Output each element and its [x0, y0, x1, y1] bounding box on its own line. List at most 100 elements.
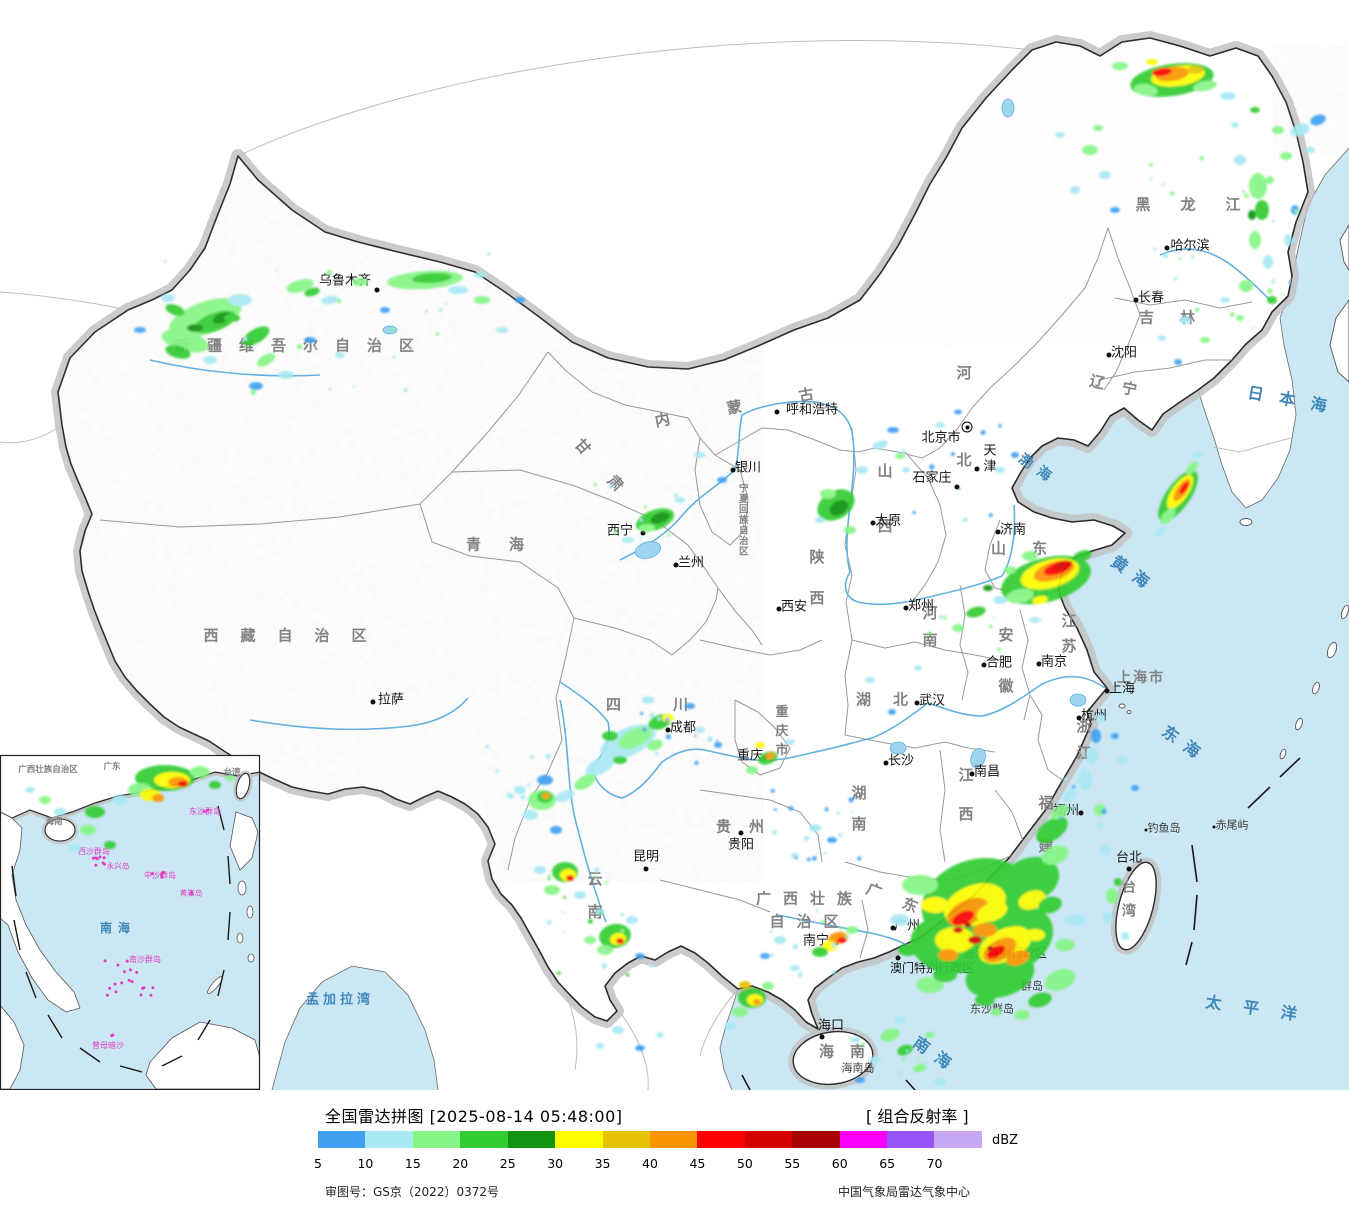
map-approval-number: 审图号：GS京（2022）0372号: [325, 1185, 499, 1199]
province-label: 湖北: [855, 690, 931, 709]
dbz-scale-value: 45: [689, 1156, 706, 1171]
dbz-scale-value: 60: [831, 1156, 848, 1171]
city-label: 太原: [874, 513, 902, 529]
city-label: 杭州: [1080, 708, 1108, 724]
dbz-color-segment: [602, 1131, 650, 1148]
city-label: 北京市: [921, 430, 961, 446]
inset-label: 南海: [99, 921, 137, 935]
city-marker-dot: [914, 700, 920, 706]
city-marker-dot: [819, 1034, 825, 1040]
province-label: 四川: [605, 695, 741, 714]
island-dot: [98, 855, 102, 859]
island-dot: [151, 986, 155, 990]
city-label: 南京: [1040, 654, 1068, 670]
city-marker-dot: [1212, 825, 1216, 829]
island-dot: [135, 970, 139, 974]
city-label: 沈阳: [1110, 345, 1138, 361]
inset-hainan: [44, 818, 76, 842]
city-label: 西宁: [606, 523, 634, 539]
city-marker-dot: [643, 866, 649, 872]
city-label: 贵阳: [727, 837, 755, 853]
dbz-scale-value: 10: [357, 1156, 374, 1171]
city-marker-dot: [1078, 810, 1084, 816]
city-label: 乌鲁木齐: [318, 273, 372, 289]
city-marker-dot: [1133, 297, 1139, 303]
island-dot: [110, 1034, 114, 1038]
inset-label: 黄岩岛: [179, 888, 203, 898]
sea-layer: [271, 147, 1349, 1091]
inset-label: 南沙群岛: [129, 955, 161, 964]
dbz-unit-label: dBZ: [992, 1133, 1019, 1148]
province-label: 云南: [585, 871, 604, 937]
city-label: 成都: [669, 720, 697, 736]
inset-label: 广西壮族自治区: [18, 764, 78, 775]
city-marker-dot: [870, 520, 876, 526]
island-dot: [91, 856, 95, 860]
sea-label: 东海: [1158, 721, 1213, 768]
dbz-color-segment: [887, 1131, 935, 1148]
dbz-color-segment: [507, 1131, 556, 1148]
dbz-scale-value: 15: [404, 1156, 421, 1171]
city-label: 呼和浩特: [785, 402, 839, 418]
legend-panel: 全国雷达拼图 [2025-08-14 05:48:00] [ 组合反射率 ] d…: [0, 1090, 1349, 1208]
dbz-scale-value: 35: [594, 1156, 611, 1171]
island-dot: [160, 875, 164, 879]
city-label: 广州: [893, 918, 921, 934]
sea-label: 南海: [909, 1032, 964, 1079]
island-dot: [125, 959, 129, 963]
province-label: 内蒙古: [653, 374, 873, 431]
city-marker-dot: [1036, 661, 1042, 667]
city-marker-dot: [883, 760, 889, 766]
capital-marker: [961, 421, 973, 433]
province-label: 重庆市: [772, 704, 788, 762]
city-marker-dot: [738, 830, 744, 836]
inset-label: 西沙群岛: [78, 847, 110, 856]
province-label: 辽宁: [1087, 371, 1157, 404]
island-dot: [122, 970, 126, 974]
dbz-scale-value: 5: [314, 1156, 322, 1171]
inset-map: [0, 754, 261, 1091]
dbz-color-segment: [839, 1131, 888, 1148]
city-label: 南昌: [973, 764, 1001, 780]
dbz-color-segment: [318, 1131, 366, 1148]
inset-island-dots: [91, 808, 210, 1038]
province-label: 山西: [875, 463, 894, 573]
sea-label: 渤海: [1015, 450, 1061, 490]
province-label: 湖南: [849, 785, 868, 847]
province-label: 上海市: [1117, 670, 1165, 686]
island-dot: [102, 856, 106, 860]
city-label: 济南: [999, 522, 1027, 538]
city-label: 兰州: [677, 555, 705, 571]
city-label: 昆明: [632, 849, 660, 865]
city-marker-dot: [665, 727, 671, 733]
city-label: 长春: [1137, 290, 1165, 306]
dbz-color-segment: [697, 1131, 745, 1148]
city-marker-dot: [890, 925, 896, 931]
island-dot: [142, 986, 146, 990]
island-dot: [130, 980, 134, 984]
city-marker-dot: [1104, 688, 1110, 694]
island-dot: [103, 959, 107, 963]
island-label: 海南岛: [841, 1061, 875, 1075]
legend-title: 全国雷达拼图 [2025-08-14 05:48:00]: [325, 1107, 623, 1126]
island-dot: [106, 993, 109, 997]
province-label: 西藏自治区: [203, 626, 389, 645]
island-dot: [116, 963, 120, 967]
inset-label: 东沙群岛: [189, 807, 221, 816]
city-marker-dot: [903, 605, 909, 611]
city-marker-dot: [1076, 715, 1082, 721]
dbz-color-segment: [555, 1131, 603, 1148]
east-sea-polygon: [720, 148, 1349, 1090]
province-label: 台湾: [1120, 879, 1136, 927]
inset-taiwan: [235, 772, 251, 800]
province-label: 山东: [990, 539, 1074, 558]
island-dot: [160, 873, 163, 877]
taiwan-island: [1110, 857, 1162, 955]
hainan-island: [788, 1026, 878, 1090]
foreign-coastline: [271, 147, 1349, 1091]
inset-label: 永兴岛: [106, 861, 130, 871]
city-marker-dot: [1164, 245, 1170, 251]
province-label: 贵州: [715, 817, 783, 836]
